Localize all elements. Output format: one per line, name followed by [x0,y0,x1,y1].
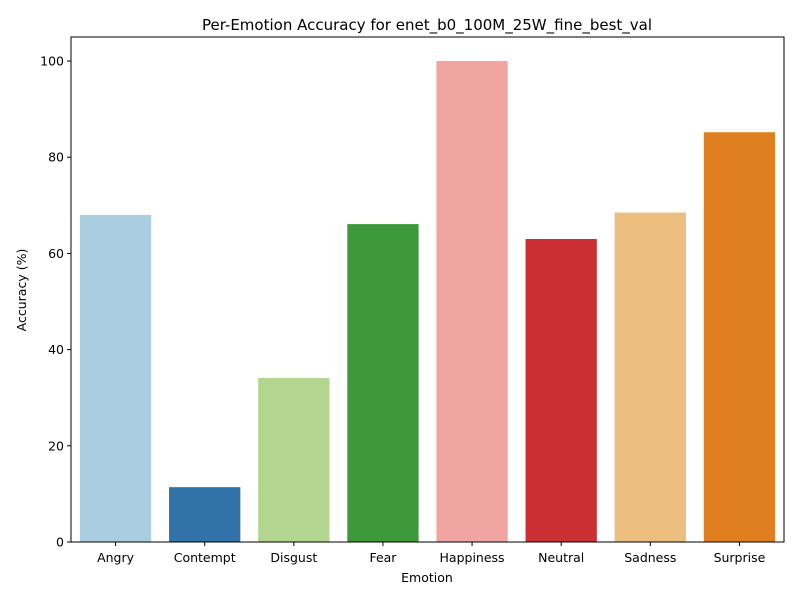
y-tick-label: 0 [56,535,64,550]
chart-title: Per-Emotion Accuracy for enet_b0_100M_25… [202,16,652,35]
x-tick-label: Sadness [624,550,676,565]
bar-sadness [614,212,686,543]
y-tick-label: 20 [48,438,64,453]
plot-frame [70,36,785,543]
bar-contempt [169,487,241,542]
y-tick-label: 60 [48,246,64,261]
bar-disgust [258,378,330,542]
x-tick-label: Contempt [174,550,236,565]
y-tick-label: 40 [48,342,64,357]
x-tick-label: Angry [97,550,135,565]
bar-neutral [525,239,597,542]
x-tick-label: Neutral [538,550,584,565]
y-tick-label: 100 [40,54,64,69]
y-tick-label: 80 [48,150,64,165]
x-tick-label: Surprise [714,550,766,565]
bar-happiness [436,61,508,543]
bar-angry [79,214,152,542]
bar-surprise [703,132,776,543]
x-axis-label: Emotion [401,570,453,585]
plot-area: 0 20 40 60 80 100 Angry Contempt Disgust Fear Happ… [40,36,785,565]
y-axis-label: Accuracy (%) [14,249,29,332]
x-tick-label: Fear [369,550,397,565]
bar-fear [347,224,419,542]
x-tick-label: Happiness [440,550,505,565]
x-tick-label: Disgust [270,550,317,565]
